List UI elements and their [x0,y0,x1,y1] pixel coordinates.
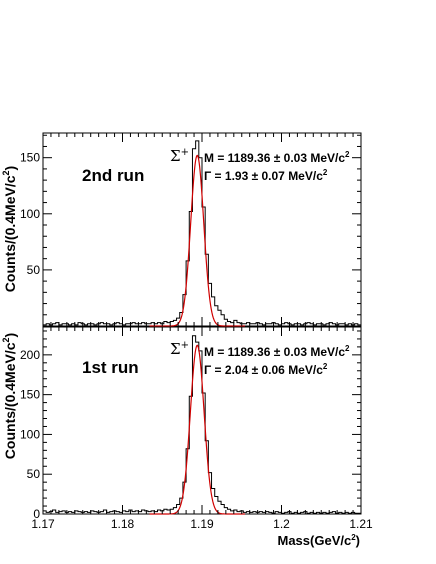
x-axis-ticks-1st-run: 1.17 1.18 1.19 1.2 1.21 [31,327,373,531]
y-tick-label: 50 [27,467,41,481]
histogram-2nd-run [42,140,361,326]
particle-label-bottom: Σ+ [170,340,189,358]
y-tick-label: 200 [20,348,40,362]
x-tick-label: 1.2 [273,517,290,531]
mass-annotation-top: M = 1189.36 ± 0.03 MeV/c2 [204,150,350,165]
x-tick-label: 1.18 [111,517,135,531]
run-label-1st: 1st run [82,358,139,377]
width-annotation-bottom: Γ = 2.04 ± 0.06 MeV/c2 [204,362,328,377]
x-tick-label: 1.19 [190,517,214,531]
x-tick-label: 1.17 [31,517,55,531]
y-axis-ticks-1st-run: 0 50 100 150 200 [20,330,361,521]
gaussian-fit-line [149,344,245,515]
gaussian-fit-line [149,154,245,327]
panel-2nd-run: 50 100 150 2nd run Σ+ M = 1189.36 ± 0.03 M… [1,132,362,327]
y-tick-label: 100 [20,207,40,221]
fit-curve-2nd-run [149,154,245,327]
run-label-2nd: 2nd run [82,166,144,185]
y-tick-label: 150 [20,151,40,165]
fit-curve-1st-run [149,344,245,515]
y-tick-label: 150 [20,388,40,402]
width-annotation-top: Γ = 1.93 ± 0.07 MeV/c2 [204,168,328,183]
y-tick-label: 0 [33,507,40,521]
particle-label-top: Σ+ [170,147,189,165]
panel-1st-run: 0 50 100 150 200 1.17 1.18 1.19 1.2 1.21 1st run… [1,326,373,548]
x-axis-label: Mass(GeV/c2) [278,533,361,548]
histogram-1st-run [42,335,361,514]
y-axis-label-bottom: Counts/(0.4MeV/c2) [1,333,18,459]
y-axis-label-top: Counts/(0.4MeV/c2) [1,166,18,292]
y-axis-ticks-2nd-run: 50 100 150 [20,134,361,316]
x-tick-label: 1.21 [349,517,373,531]
y-tick-label: 100 [20,427,40,441]
histogram-line [42,140,361,326]
y-tick-label: 50 [27,263,41,277]
x-axis-ticks-2nd-run [42,133,362,326]
mass-annotation-bottom: M = 1189.36 ± 0.03 MeV/c2 [204,344,350,359]
histogram-line [42,335,361,514]
